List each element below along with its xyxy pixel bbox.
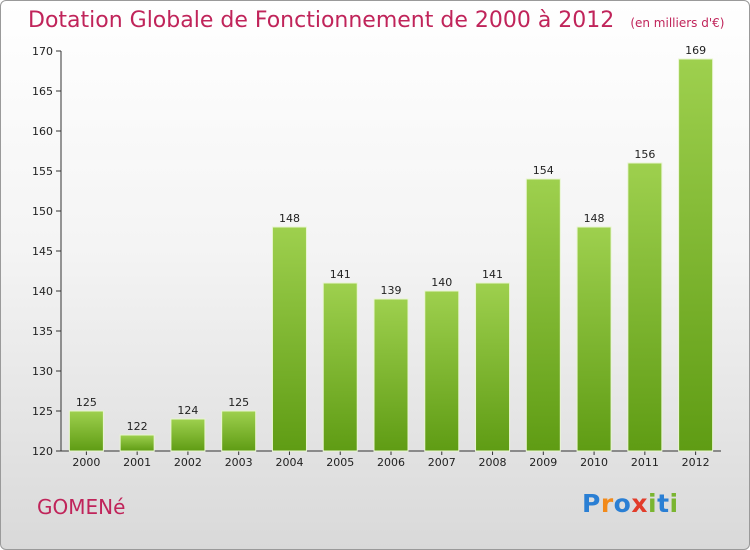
- logo-letter: i: [669, 489, 679, 518]
- value-label: 156: [634, 148, 655, 161]
- y-tick-label: 140: [32, 285, 53, 298]
- y-tick-label: 120: [32, 445, 53, 458]
- value-label: 140: [431, 276, 452, 289]
- x-tick-label: 2000: [72, 456, 100, 469]
- bar: [424, 290, 460, 452]
- y-tick-label: 130: [32, 365, 53, 378]
- bar: [627, 162, 663, 452]
- bar: [170, 418, 206, 452]
- value-label: 125: [76, 396, 97, 409]
- logo-letter: r: [600, 489, 614, 518]
- value-label: 125: [228, 396, 249, 409]
- x-tick-label: 2007: [428, 456, 456, 469]
- value-label: 124: [177, 404, 198, 417]
- chart-subtitle: (en milliers d'€): [630, 16, 725, 30]
- y-tick-label: 125: [32, 405, 53, 418]
- proxiti-logo[interactable]: Proxiti: [582, 489, 679, 518]
- bar: [221, 410, 257, 452]
- x-tick-label: 2012: [682, 456, 710, 469]
- y-tick-label: 155: [32, 165, 53, 178]
- bar: [322, 282, 358, 452]
- value-label: 169: [685, 44, 706, 57]
- y-tick-label: 160: [32, 125, 53, 138]
- y-tick-labels: 120 125 130 135 140 145 150 155 160 165 170: [32, 45, 53, 458]
- x-tick-label: 2003: [225, 456, 253, 469]
- y-tick-label: 145: [32, 245, 53, 258]
- bar: [373, 298, 409, 452]
- x-tick-label: 2006: [377, 456, 405, 469]
- value-label: 148: [279, 212, 300, 225]
- bar: [576, 226, 612, 452]
- value-label: 122: [127, 420, 148, 433]
- chart-title: Dotation Globale de Fonctionnement de 20…: [28, 8, 615, 33]
- logo-letter: x: [631, 489, 648, 518]
- bar: [678, 58, 714, 452]
- x-tick-label: 2004: [275, 456, 303, 469]
- logo-letter: t: [657, 489, 670, 518]
- x-tick-label: 2010: [580, 456, 608, 469]
- bar: [475, 282, 511, 452]
- y-tick-label: 170: [32, 45, 53, 58]
- value-label: 141: [482, 268, 503, 281]
- x-tick-label: 2002: [174, 456, 202, 469]
- x-tick-label: 2011: [631, 456, 659, 469]
- logo-letter: o: [613, 489, 632, 518]
- bar: [271, 226, 307, 452]
- bar: [119, 434, 155, 452]
- y-tick-label: 150: [32, 205, 53, 218]
- bars: [68, 58, 714, 452]
- y-tick-label: 135: [32, 325, 53, 338]
- x-tick-label: 2001: [123, 456, 151, 469]
- x-tick-label: 2008: [479, 456, 507, 469]
- y-tick-label: 165: [32, 85, 53, 98]
- chart-title-block: Dotation Globale de Fonctionnement de 20…: [28, 8, 724, 33]
- bar: [525, 178, 561, 452]
- bar: [68, 410, 104, 452]
- value-labels: 125 122 124 125 148 141 139 140 141 154 148 156 169: [76, 44, 706, 433]
- value-label: 154: [533, 164, 554, 177]
- x-tick-label: 2005: [326, 456, 354, 469]
- value-label: 148: [584, 212, 605, 225]
- x-tick-labels: 2000 2001 2002 2003 2004 2005 2006 2007 2008 2009…: [72, 456, 709, 469]
- logo-letter: P: [582, 489, 601, 518]
- value-label: 141: [330, 268, 351, 281]
- x-tick-label: 2009: [529, 456, 557, 469]
- commune-name: GOMENé: [37, 495, 126, 519]
- logo-letter: i: [648, 489, 658, 518]
- value-label: 139: [381, 284, 402, 297]
